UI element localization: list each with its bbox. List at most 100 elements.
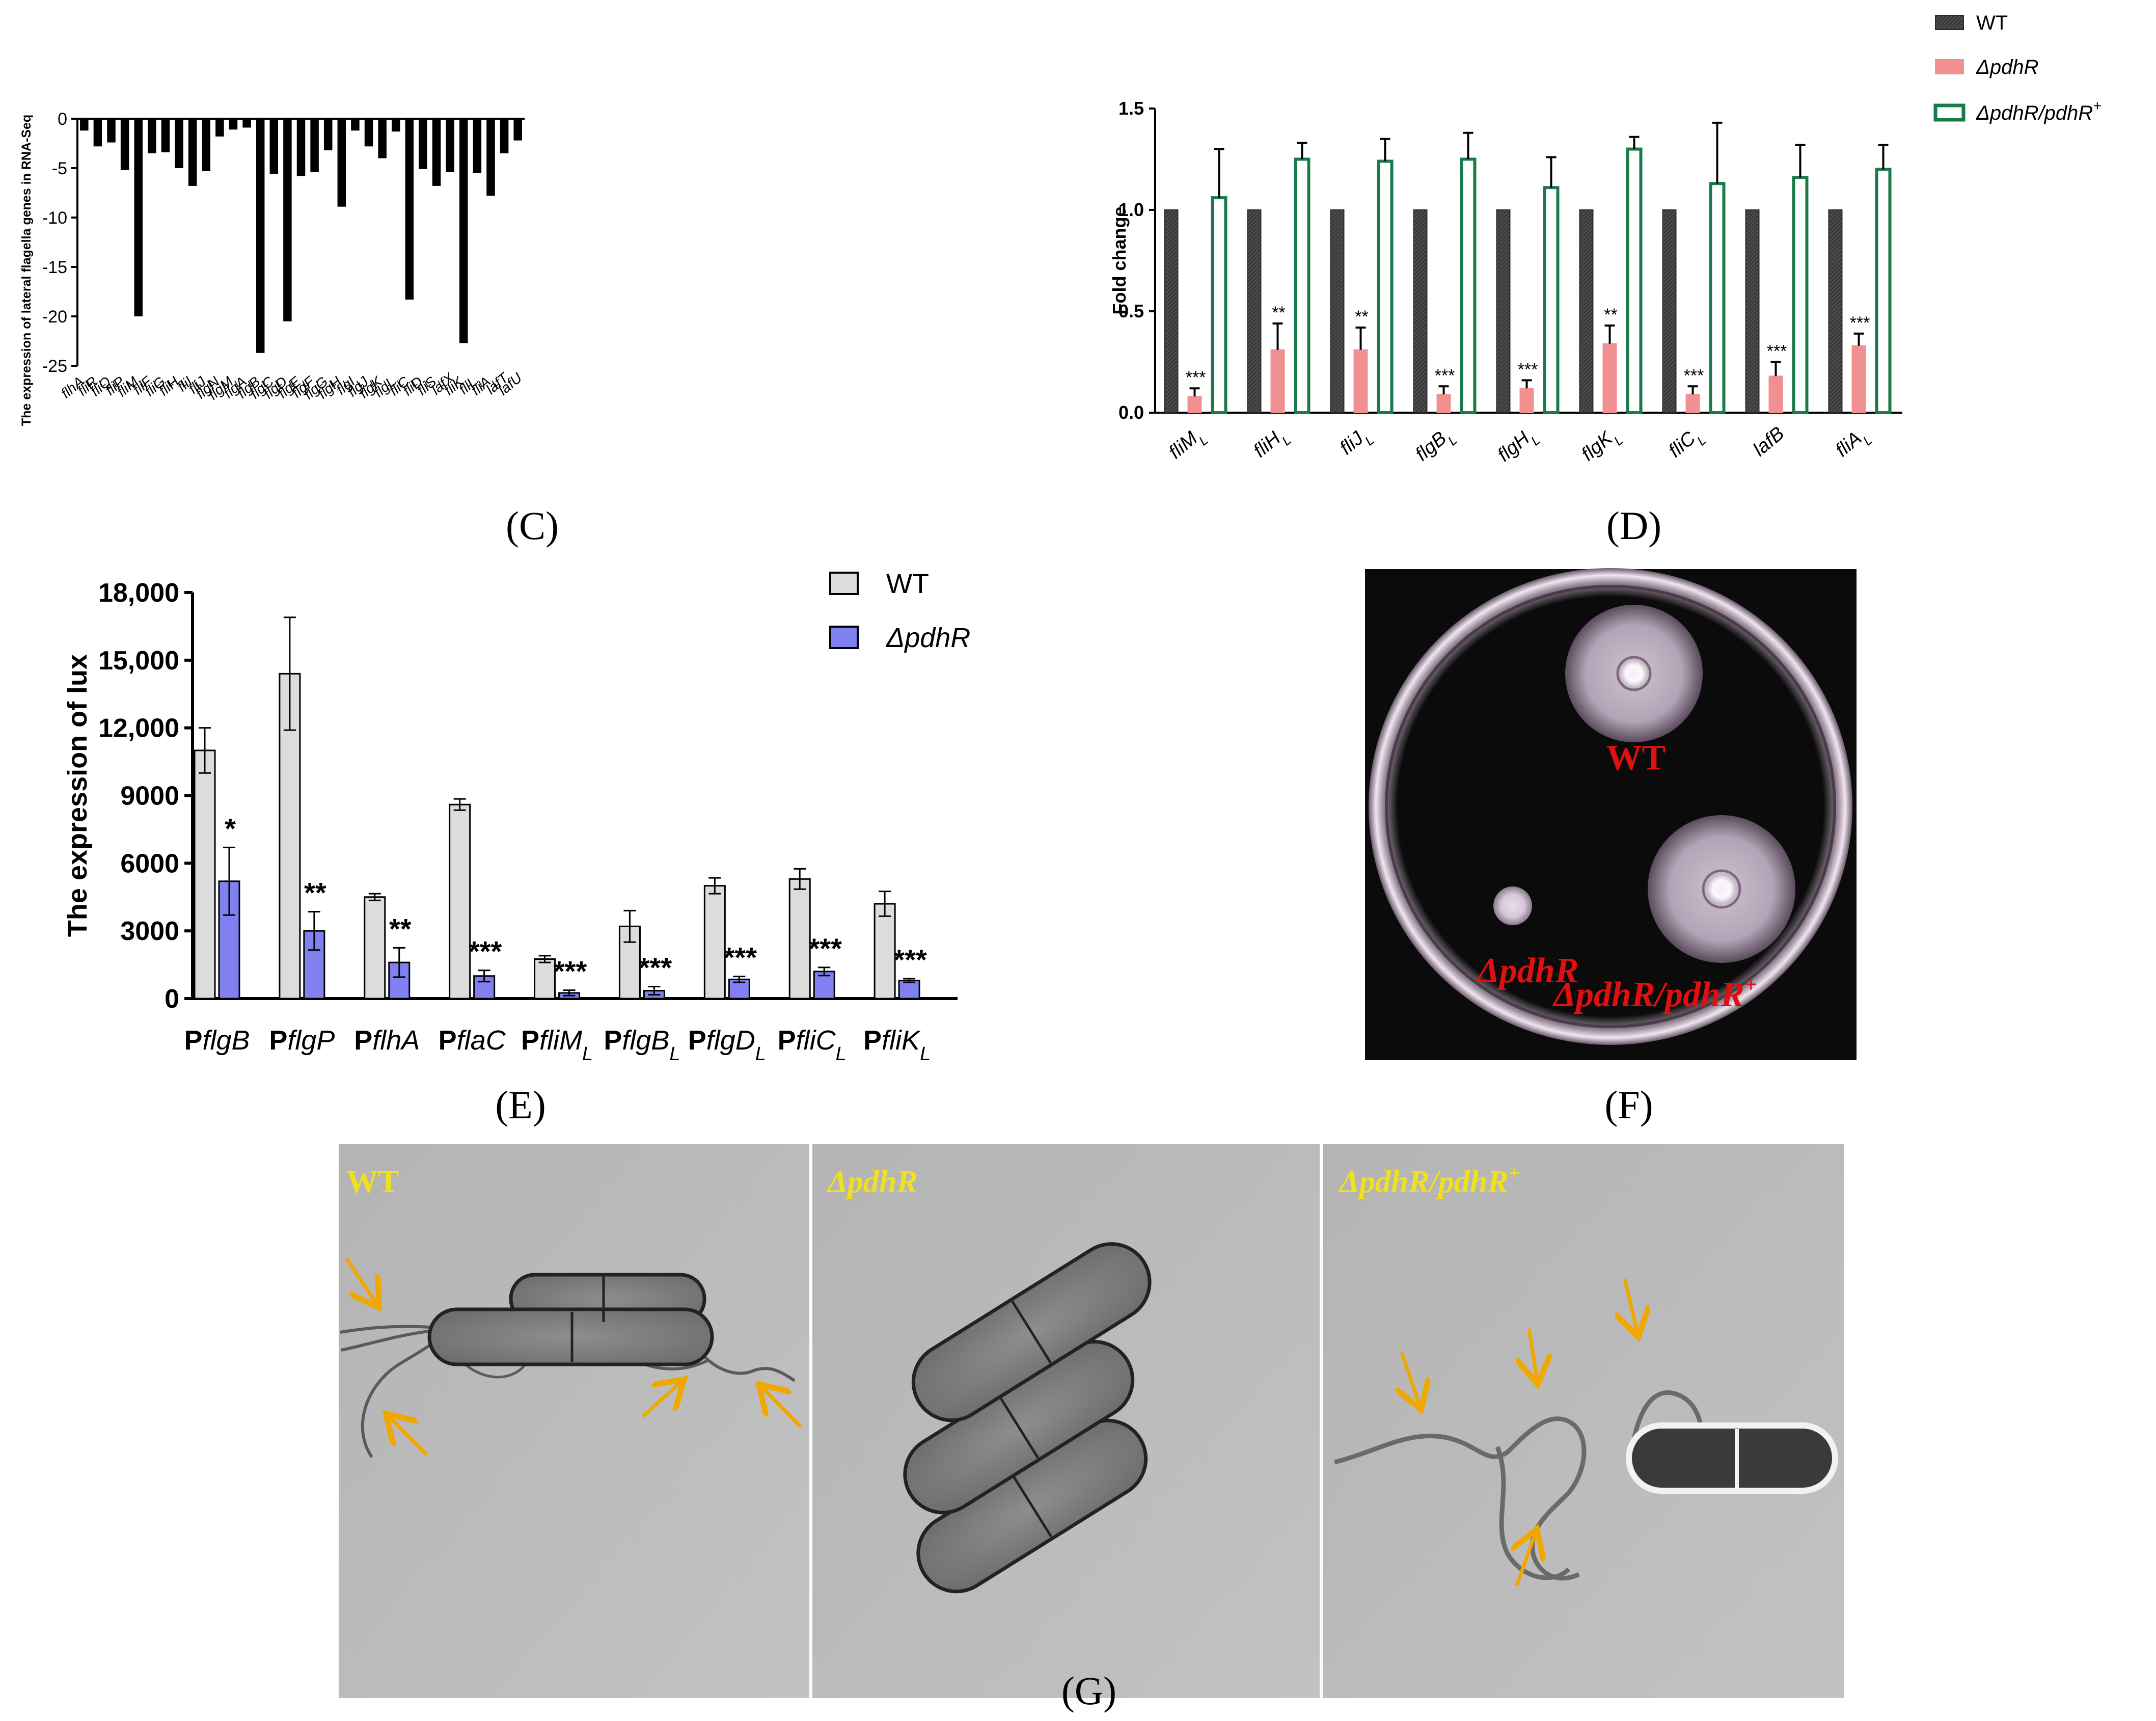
plate-label-wt: WT [1606, 738, 1666, 777]
tem-label-wt: WT [346, 1165, 399, 1199]
bar [229, 119, 238, 130]
mutant-cell-cluster [903, 1242, 1152, 1594]
bar [1519, 388, 1534, 413]
bar [1377, 159, 1394, 414]
x-tick-label: fliHL [1249, 423, 1294, 467]
bar [788, 878, 811, 1000]
y-tick-label: -5 [52, 159, 67, 178]
tem-mutant: ΔpdhR [812, 1144, 1320, 1698]
significance-label: ** [389, 912, 412, 945]
significance-label: *** [1684, 366, 1704, 385]
y-axis-title: The expression of lux [62, 654, 93, 937]
legend-label-text: WT [1976, 12, 2008, 34]
petri-dish-inner-rim [1385, 585, 1836, 1028]
legend-swatch [829, 572, 859, 595]
tem-label-complement: ΔpdhR/pdhR+ [1338, 1162, 1520, 1199]
legend-label: ΔpdhR [885, 623, 970, 653]
panel-e-chart: 030006000900012,00015,00018,000*********… [62, 569, 970, 1065]
legend-label: WT [886, 569, 929, 599]
bar [874, 903, 896, 1000]
x-tick-label: PflgB [184, 1025, 250, 1056]
tick-label-prefix: P [521, 1025, 539, 1056]
bar [1709, 182, 1726, 414]
x-tick-label: PflgP [269, 1025, 335, 1056]
x-tick-label: flgKL [1577, 423, 1626, 470]
significance-label: *** [554, 955, 587, 987]
bar [1851, 345, 1866, 413]
x-tick-label: PflhA [354, 1025, 420, 1056]
bar [486, 119, 495, 196]
significance-label: * [225, 812, 236, 844]
significance-label: *** [1435, 366, 1455, 385]
significance-label: *** [639, 952, 672, 984]
bar [1164, 209, 1179, 413]
plate-label-complement-sup: + [1744, 972, 1757, 997]
bar [1792, 176, 1809, 414]
legend-swatch [829, 626, 859, 649]
tick-label-prefix: P [439, 1025, 457, 1056]
tem-complement-background [1322, 1144, 1844, 1698]
bar [283, 119, 292, 321]
cell-septum [1011, 1301, 1052, 1364]
y-tick-label: 15,000 [98, 646, 179, 676]
tick-label-text: fliK [882, 1025, 921, 1056]
x-tick-label: PfliML [521, 1025, 593, 1065]
y-tick-label: 3000 [120, 917, 179, 946]
x-tick-label: flgBL [1411, 423, 1460, 470]
tick-label-text: fliC [796, 1025, 836, 1056]
wt-colony-center [1616, 656, 1652, 691]
bar [1247, 209, 1262, 413]
bar [1685, 394, 1700, 413]
tem-complement: ΔpdhR/pdhR+ [1322, 1144, 1844, 1698]
complement-colony [1648, 815, 1795, 963]
panel-d-chart: 0.00.51.01.5***** ***** **************fliM… [1109, 12, 2102, 470]
panel-f-label: (F) [1604, 1083, 1653, 1127]
wt-colony [1565, 605, 1703, 742]
yellow-arrow [389, 1416, 428, 1456]
bar [1875, 168, 1892, 414]
tick-label-subscript: L [669, 1043, 680, 1065]
bar [405, 119, 414, 300]
tick-label-text: flgK [1577, 427, 1617, 465]
significance-label: *** [724, 942, 757, 974]
tick-label-prefix: P [778, 1025, 796, 1056]
legend-swatch [1935, 15, 1964, 30]
bar [1270, 349, 1285, 413]
flagellum [361, 1336, 440, 1458]
tick-label-text: flgB [202, 1025, 250, 1056]
bar [1579, 209, 1594, 413]
significance-label: *** [1518, 360, 1538, 379]
tick-label-prefix: P [688, 1025, 706, 1056]
flagellum [341, 1329, 433, 1352]
tick-label-prefix: P [604, 1025, 622, 1056]
bar [459, 119, 468, 343]
tick-label-text: flaC [457, 1025, 506, 1056]
bar [513, 119, 522, 141]
panel-d-label: (D) [1606, 503, 1661, 548]
panel-e-label: (E) [495, 1083, 546, 1127]
plate-label-complement-text: ΔpdhR/pdhR [1552, 975, 1744, 1014]
panel-g-tem-images: WT ΔpdhR Δpdh [339, 1144, 1844, 1698]
bar [120, 119, 129, 170]
bar [1436, 394, 1451, 413]
bar [364, 119, 373, 147]
y-tick-label: -15 [42, 258, 67, 277]
y-tick-label: 1.5 [1118, 98, 1144, 119]
panel-c-label: (C) [506, 503, 559, 548]
y-tick-label: 1.0 [1118, 199, 1144, 220]
tick-label-subscript: L [755, 1043, 766, 1065]
tick-label-text: flhA [372, 1025, 420, 1056]
plate-label-complement: ΔpdhR/pdhR+ [1552, 972, 1757, 1014]
bar [449, 803, 471, 1000]
bar [202, 119, 211, 171]
tick-label-text: flgH [1493, 427, 1534, 466]
y-tick-label: -10 [42, 208, 67, 228]
tick-label-text: flgP [287, 1025, 335, 1056]
complement-cell [1626, 1422, 1838, 1494]
bar [898, 980, 920, 1000]
y-tick-label: 0 [165, 984, 179, 1014]
significance-label: ** [1604, 305, 1617, 325]
significance-label: *** [809, 932, 842, 964]
bar [1496, 209, 1511, 413]
